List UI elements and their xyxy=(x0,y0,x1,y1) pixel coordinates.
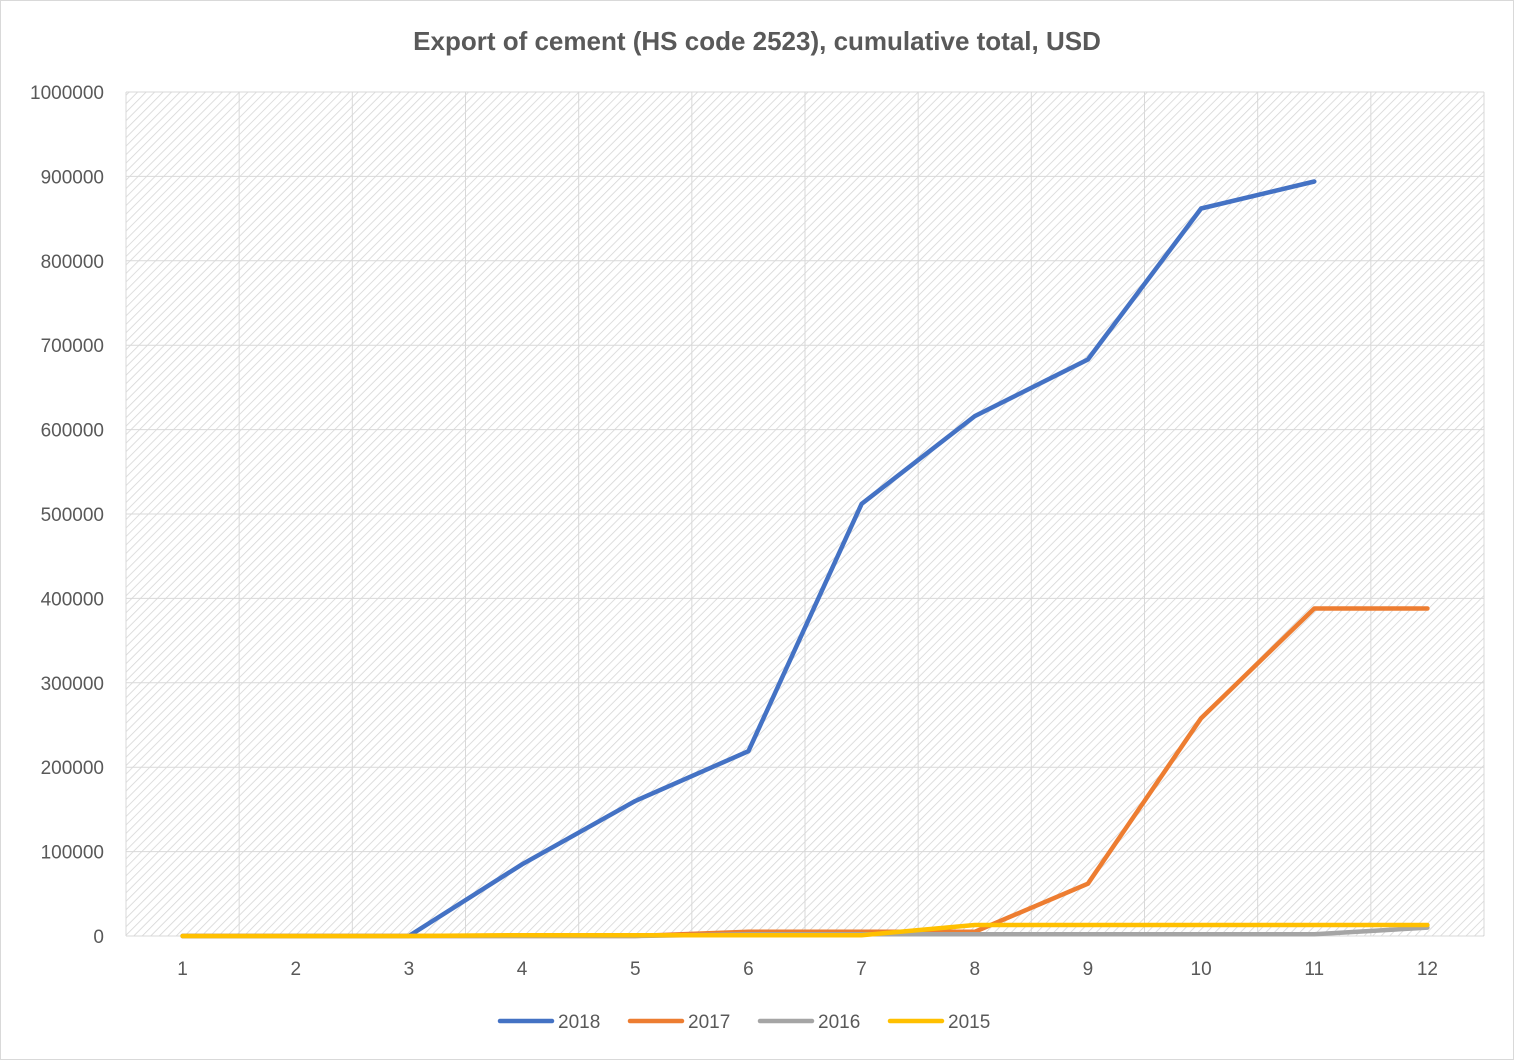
x-tick-label: 9 xyxy=(1083,959,1094,980)
y-tick-label: 200000 xyxy=(41,758,104,779)
x-axis-ticks: 1 2 3 4 5 6 7 8 9 10 11 12 xyxy=(177,959,1438,980)
series-line-2015 xyxy=(180,922,1430,939)
y-tick-label: 400000 xyxy=(41,589,104,610)
chart-title: Export of cement (HS code 2523), cumulat… xyxy=(413,26,1101,56)
x-tick-label: 5 xyxy=(630,959,641,980)
x-tick-label: 7 xyxy=(856,959,867,980)
legend-item-2015: 2015 xyxy=(887,1012,990,1033)
x-tick-label: 12 xyxy=(1417,959,1438,980)
legend-label: 2017 xyxy=(688,1012,730,1033)
y-tick-label: 700000 xyxy=(41,336,104,357)
y-tick-label: 1000000 xyxy=(30,83,104,104)
y-tick-label: 0 xyxy=(93,927,104,948)
x-tick-label: 3 xyxy=(404,959,415,980)
x-tick-label: 4 xyxy=(517,959,528,980)
y-tick-label: 600000 xyxy=(41,421,104,442)
x-tick-label: 2 xyxy=(290,959,301,980)
x-tick-label: 10 xyxy=(1191,959,1212,980)
legend-label: 2016 xyxy=(818,1012,860,1033)
series-lines xyxy=(180,179,1430,939)
x-tick-label: 1 xyxy=(177,959,188,980)
y-axis-ticks: 0 100000 200000 300000 400000 500000 600000 700… xyxy=(30,83,104,948)
y-tick-label: 300000 xyxy=(41,674,104,695)
legend: 2018 2017 2016 2015 xyxy=(497,1012,990,1033)
legend-item-2017: 2017 xyxy=(627,1012,730,1033)
legend-item-2018: 2018 xyxy=(497,1012,600,1033)
gridlines xyxy=(125,91,1485,937)
y-tick-label: 100000 xyxy=(41,843,104,864)
legend-label: 2015 xyxy=(948,1012,990,1033)
y-tick-label: 800000 xyxy=(41,252,104,273)
legend-label: 2018 xyxy=(558,1012,600,1033)
x-tick-label: 8 xyxy=(969,959,980,980)
legend-item-2016: 2016 xyxy=(757,1012,860,1033)
y-tick-label: 500000 xyxy=(41,505,104,526)
y-tick-label: 900000 xyxy=(41,167,104,188)
x-tick-label: 6 xyxy=(743,959,754,980)
x-tick-label: 11 xyxy=(1304,959,1324,980)
